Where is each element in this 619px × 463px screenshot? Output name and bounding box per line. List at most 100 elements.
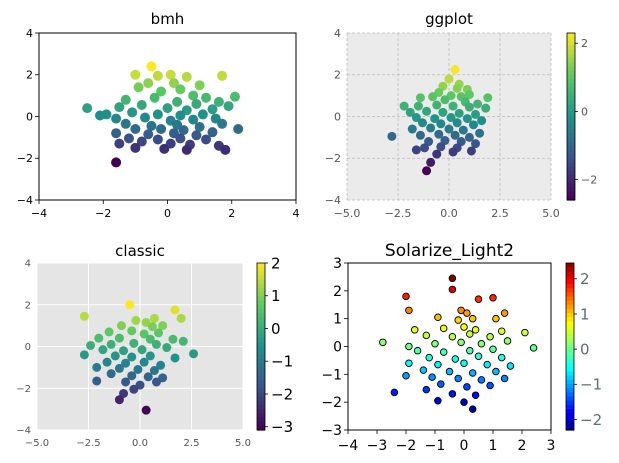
- scatter-point: [129, 338, 139, 348]
- scatter-point: [477, 376, 486, 384]
- scatter-point: [399, 101, 409, 111]
- colorbar-segment: [567, 41, 575, 47]
- colorbar-frame: [565, 262, 575, 431]
- scatter-point: [181, 71, 192, 82]
- x-tick-label: −4: [338, 438, 359, 454]
- scatter-point: [471, 139, 481, 149]
- scatter-point: [446, 113, 456, 123]
- scatter-point: [149, 92, 160, 103]
- scatter-points: [82, 61, 244, 168]
- colorbar-segment: [257, 346, 265, 352]
- x-tick-label: 5.0: [235, 438, 251, 449]
- scatter-point: [466, 146, 476, 156]
- x-tick-label: 1: [489, 438, 498, 454]
- scatter-point: [149, 313, 159, 323]
- y-tick-label: 2: [333, 284, 342, 300]
- scatter-point: [194, 121, 205, 132]
- colorbar-segment: [257, 421, 265, 427]
- subplot-title: bmh: [151, 10, 185, 28]
- colorbar-segment: [257, 279, 265, 285]
- colorbar-segment: [566, 404, 574, 410]
- x-tick-label: 0: [164, 207, 171, 220]
- colorbar-segment: [566, 329, 574, 335]
- colorbar-segment: [567, 133, 575, 138]
- scatter-point: [425, 353, 433, 362]
- scatter-point: [136, 136, 147, 147]
- scatter-point: [415, 93, 425, 103]
- colorbar: 2 1 0 −1 −2 −3: [256, 254, 293, 436]
- scatter-point: [114, 138, 125, 149]
- scatter-point: [450, 65, 460, 75]
- colorbar-segment: [567, 33, 575, 38]
- scatter-point: [450, 130, 460, 140]
- y-tick-label: −2: [16, 384, 31, 395]
- colorbar-segment: [566, 367, 574, 373]
- scatter-point: [106, 339, 116, 349]
- colorbar-segment: [257, 267, 265, 272]
- y-tick-label: −4: [17, 194, 33, 207]
- subplot-title: Solarize_Light2: [385, 241, 514, 261]
- scatter-point: [460, 323, 468, 331]
- scatter-point: [468, 369, 477, 377]
- scatter-point: [162, 343, 172, 353]
- y-tick-label: 2: [334, 69, 341, 82]
- scatter-point: [145, 334, 155, 344]
- x-tick-label: −5.0: [25, 438, 49, 449]
- colorbar-segment: [257, 308, 265, 314]
- scatter-point: [481, 103, 491, 113]
- scatter-point: [405, 359, 413, 367]
- scatter-point: [466, 330, 474, 338]
- colorbar-segment: [566, 346, 574, 352]
- colorbar-segment: [566, 388, 574, 394]
- scatter-point: [147, 322, 157, 332]
- scatter-point: [220, 144, 231, 155]
- scatter-point: [428, 92, 438, 102]
- scatter-point: [152, 70, 163, 81]
- scatter-point: [468, 405, 477, 413]
- scatter-point: [471, 391, 480, 399]
- scatter-point: [95, 110, 106, 121]
- x-tick-label: −2.5: [385, 207, 412, 220]
- colorbar-segment: [566, 296, 574, 302]
- colorbar-segment: [566, 283, 574, 289]
- scatter-point: [143, 129, 154, 140]
- scatter-point: [497, 327, 506, 335]
- scatter-point: [415, 130, 425, 140]
- colorbar-segment: [567, 53, 575, 59]
- colorbar-segment: [257, 321, 265, 327]
- scatter-point: [448, 333, 457, 341]
- colorbar-segment: [257, 371, 265, 377]
- scatter-point: [136, 100, 147, 111]
- colorbar-segment: [567, 83, 575, 88]
- scatter-point: [168, 78, 179, 89]
- scatter-point: [197, 109, 208, 120]
- colorbar-segment: [257, 379, 265, 385]
- colorbar-segment: [567, 112, 575, 118]
- colorbar-segment: [566, 409, 574, 414]
- scatter-point: [110, 351, 120, 361]
- colorbar-segment: [566, 400, 574, 406]
- y-tick-label: −4: [16, 426, 31, 437]
- scatter-point: [151, 377, 161, 387]
- y-tick-label: 3: [333, 256, 342, 272]
- scatter-point: [489, 345, 497, 354]
- colorbar-segment: [257, 359, 265, 364]
- scatter-point: [79, 311, 89, 321]
- scatter-point: [159, 143, 170, 154]
- scatter-point: [413, 346, 422, 355]
- scatter-point: [106, 369, 116, 379]
- subplot-0: −4 −2 0 2 4 −4 −2 0 2 4 bmh: [17, 10, 300, 220]
- scatter-point: [191, 98, 202, 109]
- colorbar-tick-label: 0: [581, 105, 588, 118]
- scatter-point: [130, 69, 141, 80]
- scatter-point: [120, 118, 131, 129]
- scatter-point: [127, 107, 138, 118]
- scatter-point: [411, 113, 421, 123]
- colorbar-segment: [257, 288, 265, 293]
- scatter-point: [131, 315, 141, 325]
- scatter-point: [402, 371, 410, 380]
- scatter-point: [411, 145, 421, 155]
- scatter-point: [175, 133, 186, 144]
- colorbar-segment: [257, 275, 265, 281]
